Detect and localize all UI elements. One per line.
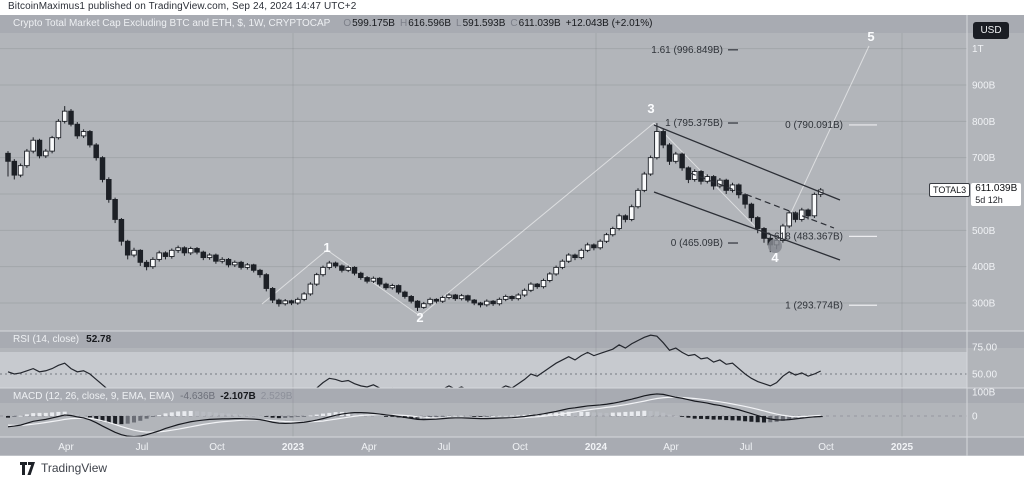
macd-legend: MACD (12, 26, close, 9, EMA, EMA) -4.636B… bbox=[13, 391, 292, 402]
svg-text:0 (790.091B): 0 (790.091B) bbox=[785, 120, 843, 131]
channel-lines bbox=[653, 124, 841, 261]
fib-labels: 1.61 (996.849B) 1 (795.375B) 0 (465.09B) 0 … bbox=[651, 45, 877, 311]
close-value: 611.039B bbox=[518, 18, 561, 29]
rsi-title[interactable]: RSI (14, close) bbox=[13, 334, 80, 345]
time-tick-Oct: Oct bbox=[512, 442, 528, 453]
macd-signal-line bbox=[7, 396, 821, 433]
last-price: 611.039B bbox=[975, 183, 1018, 194]
svg-text:1.61 (996.849B): 1.61 (996.849B) bbox=[651, 45, 723, 56]
time-tick-2023: 2023 bbox=[282, 442, 305, 453]
top-margin bbox=[0, 0, 1024, 15]
macd-line bbox=[7, 393, 821, 437]
svg-text:1 (795.375B): 1 (795.375B) bbox=[665, 118, 723, 129]
svg-text:800B: 800B bbox=[972, 117, 996, 128]
svg-text:1T: 1T bbox=[972, 44, 984, 55]
high-label: H bbox=[399, 18, 408, 29]
channel-mid-dashed-line bbox=[689, 172, 835, 229]
high-value: 616.596B bbox=[408, 18, 452, 29]
symbol-legend: Crypto Total Market Cap Excluding BTC an… bbox=[13, 18, 652, 29]
footer-bar: TradingView bbox=[0, 456, 1024, 482]
channel-lower-line bbox=[653, 191, 841, 261]
macd-title[interactable]: MACD (12, 26, close, 9, EMA, EMA) bbox=[13, 391, 175, 402]
time-tick-Apr: Apr bbox=[361, 442, 377, 453]
change-value: +12.043B (+2.01%) bbox=[565, 18, 653, 29]
time-tick-2025: 2025 bbox=[891, 442, 914, 453]
wave-label-3: 3 bbox=[647, 101, 654, 116]
time-tick-2024: 2024 bbox=[585, 442, 608, 453]
legend-strip bbox=[0, 15, 1024, 33]
svg-text:0.618 (483.367B): 0.618 (483.367B) bbox=[766, 231, 843, 242]
rsi-band bbox=[0, 352, 967, 388]
svg-text:50.00: 50.00 bbox=[972, 370, 997, 381]
svg-text:100B: 100B bbox=[972, 388, 996, 399]
rsi-value: 52.78 bbox=[86, 334, 112, 345]
rsi-line bbox=[7, 334, 821, 388]
close-label: C bbox=[510, 18, 518, 29]
rsi-legend: RSI (14, close) 52.78 bbox=[13, 334, 111, 345]
svg-text:0 (465.09B): 0 (465.09B) bbox=[671, 238, 723, 249]
price-axis-labels[interactable]: 1T 900B 800B 700B 500B 400B 300B 75.00 50.00 100B… bbox=[972, 44, 997, 422]
tradingview-label: TradingView bbox=[41, 461, 108, 475]
open-label: O bbox=[343, 18, 352, 29]
low-value: 591.593B bbox=[462, 18, 506, 29]
svg-text:75.00: 75.00 bbox=[972, 343, 997, 354]
svg-text:1 (293.774B): 1 (293.774B) bbox=[785, 300, 843, 311]
wave-label-5: 5 bbox=[867, 29, 874, 44]
macd-signal-value: 2.529B bbox=[260, 391, 293, 402]
time-tick-Jul: Jul bbox=[136, 442, 149, 453]
last-price-box: 611.039B 5d 12h bbox=[971, 183, 1022, 206]
tradingview-logo-icon bbox=[20, 461, 35, 475]
symbol-title[interactable]: Crypto Total Market Cap Excluding BTC an… bbox=[13, 18, 331, 29]
wave-label-1: 1 bbox=[323, 240, 330, 255]
macd-line-value: -2.107B bbox=[220, 391, 256, 402]
time-axis-labels[interactable]: Apr Jul Oct 2023 Apr Jul Oct 2024 Apr Jul Oct 2025 bbox=[58, 442, 913, 453]
macd-layer bbox=[6, 393, 823, 437]
low-label: L bbox=[456, 18, 462, 29]
svg-text:700B: 700B bbox=[972, 153, 996, 164]
svg-text:400B: 400B bbox=[972, 262, 996, 273]
rsi-layer bbox=[7, 334, 821, 388]
time-tick-Oct: Oct bbox=[818, 442, 834, 453]
last-price-badge: TOTAL3 611.039B 5d 12h bbox=[929, 183, 1022, 206]
time-tick-Apr: Apr bbox=[58, 442, 74, 453]
macd-hist-value: -4.636B bbox=[180, 391, 216, 402]
wave4-target-circle bbox=[768, 239, 782, 253]
time-tick-Apr: Apr bbox=[663, 442, 679, 453]
time-axis-strip bbox=[0, 437, 1024, 456]
time-tick-Jul: Jul bbox=[740, 442, 753, 453]
candles-layer bbox=[5, 106, 824, 311]
time-tick-Jul: Jul bbox=[438, 442, 451, 453]
open-value: 599.175B bbox=[352, 18, 395, 29]
wave-label-2: 2 bbox=[416, 310, 423, 325]
svg-text:500B: 500B bbox=[972, 226, 996, 237]
time-tick-Oct: Oct bbox=[209, 442, 225, 453]
macd-header-strip bbox=[0, 388, 1024, 403]
symbol-tag: TOTAL3 bbox=[929, 183, 971, 197]
bar-countdown: 5d 12h bbox=[975, 195, 1003, 205]
svg-text:300B: 300B bbox=[972, 299, 996, 310]
wave-label-4: 4 bbox=[771, 250, 779, 265]
channel-upper-line bbox=[653, 124, 841, 201]
svg-text:0: 0 bbox=[972, 412, 978, 423]
currency-toggle-button[interactable]: USD bbox=[973, 22, 1009, 39]
publish-note: BitcoinMaximus1 published on TradingView… bbox=[8, 1, 357, 12]
svg-text:900B: 900B bbox=[972, 81, 996, 92]
rsi-header-strip bbox=[0, 331, 1024, 348]
tradingview-brand[interactable]: TradingView bbox=[20, 461, 107, 475]
wave-labels: 1 2 3 4 5 bbox=[323, 29, 874, 325]
